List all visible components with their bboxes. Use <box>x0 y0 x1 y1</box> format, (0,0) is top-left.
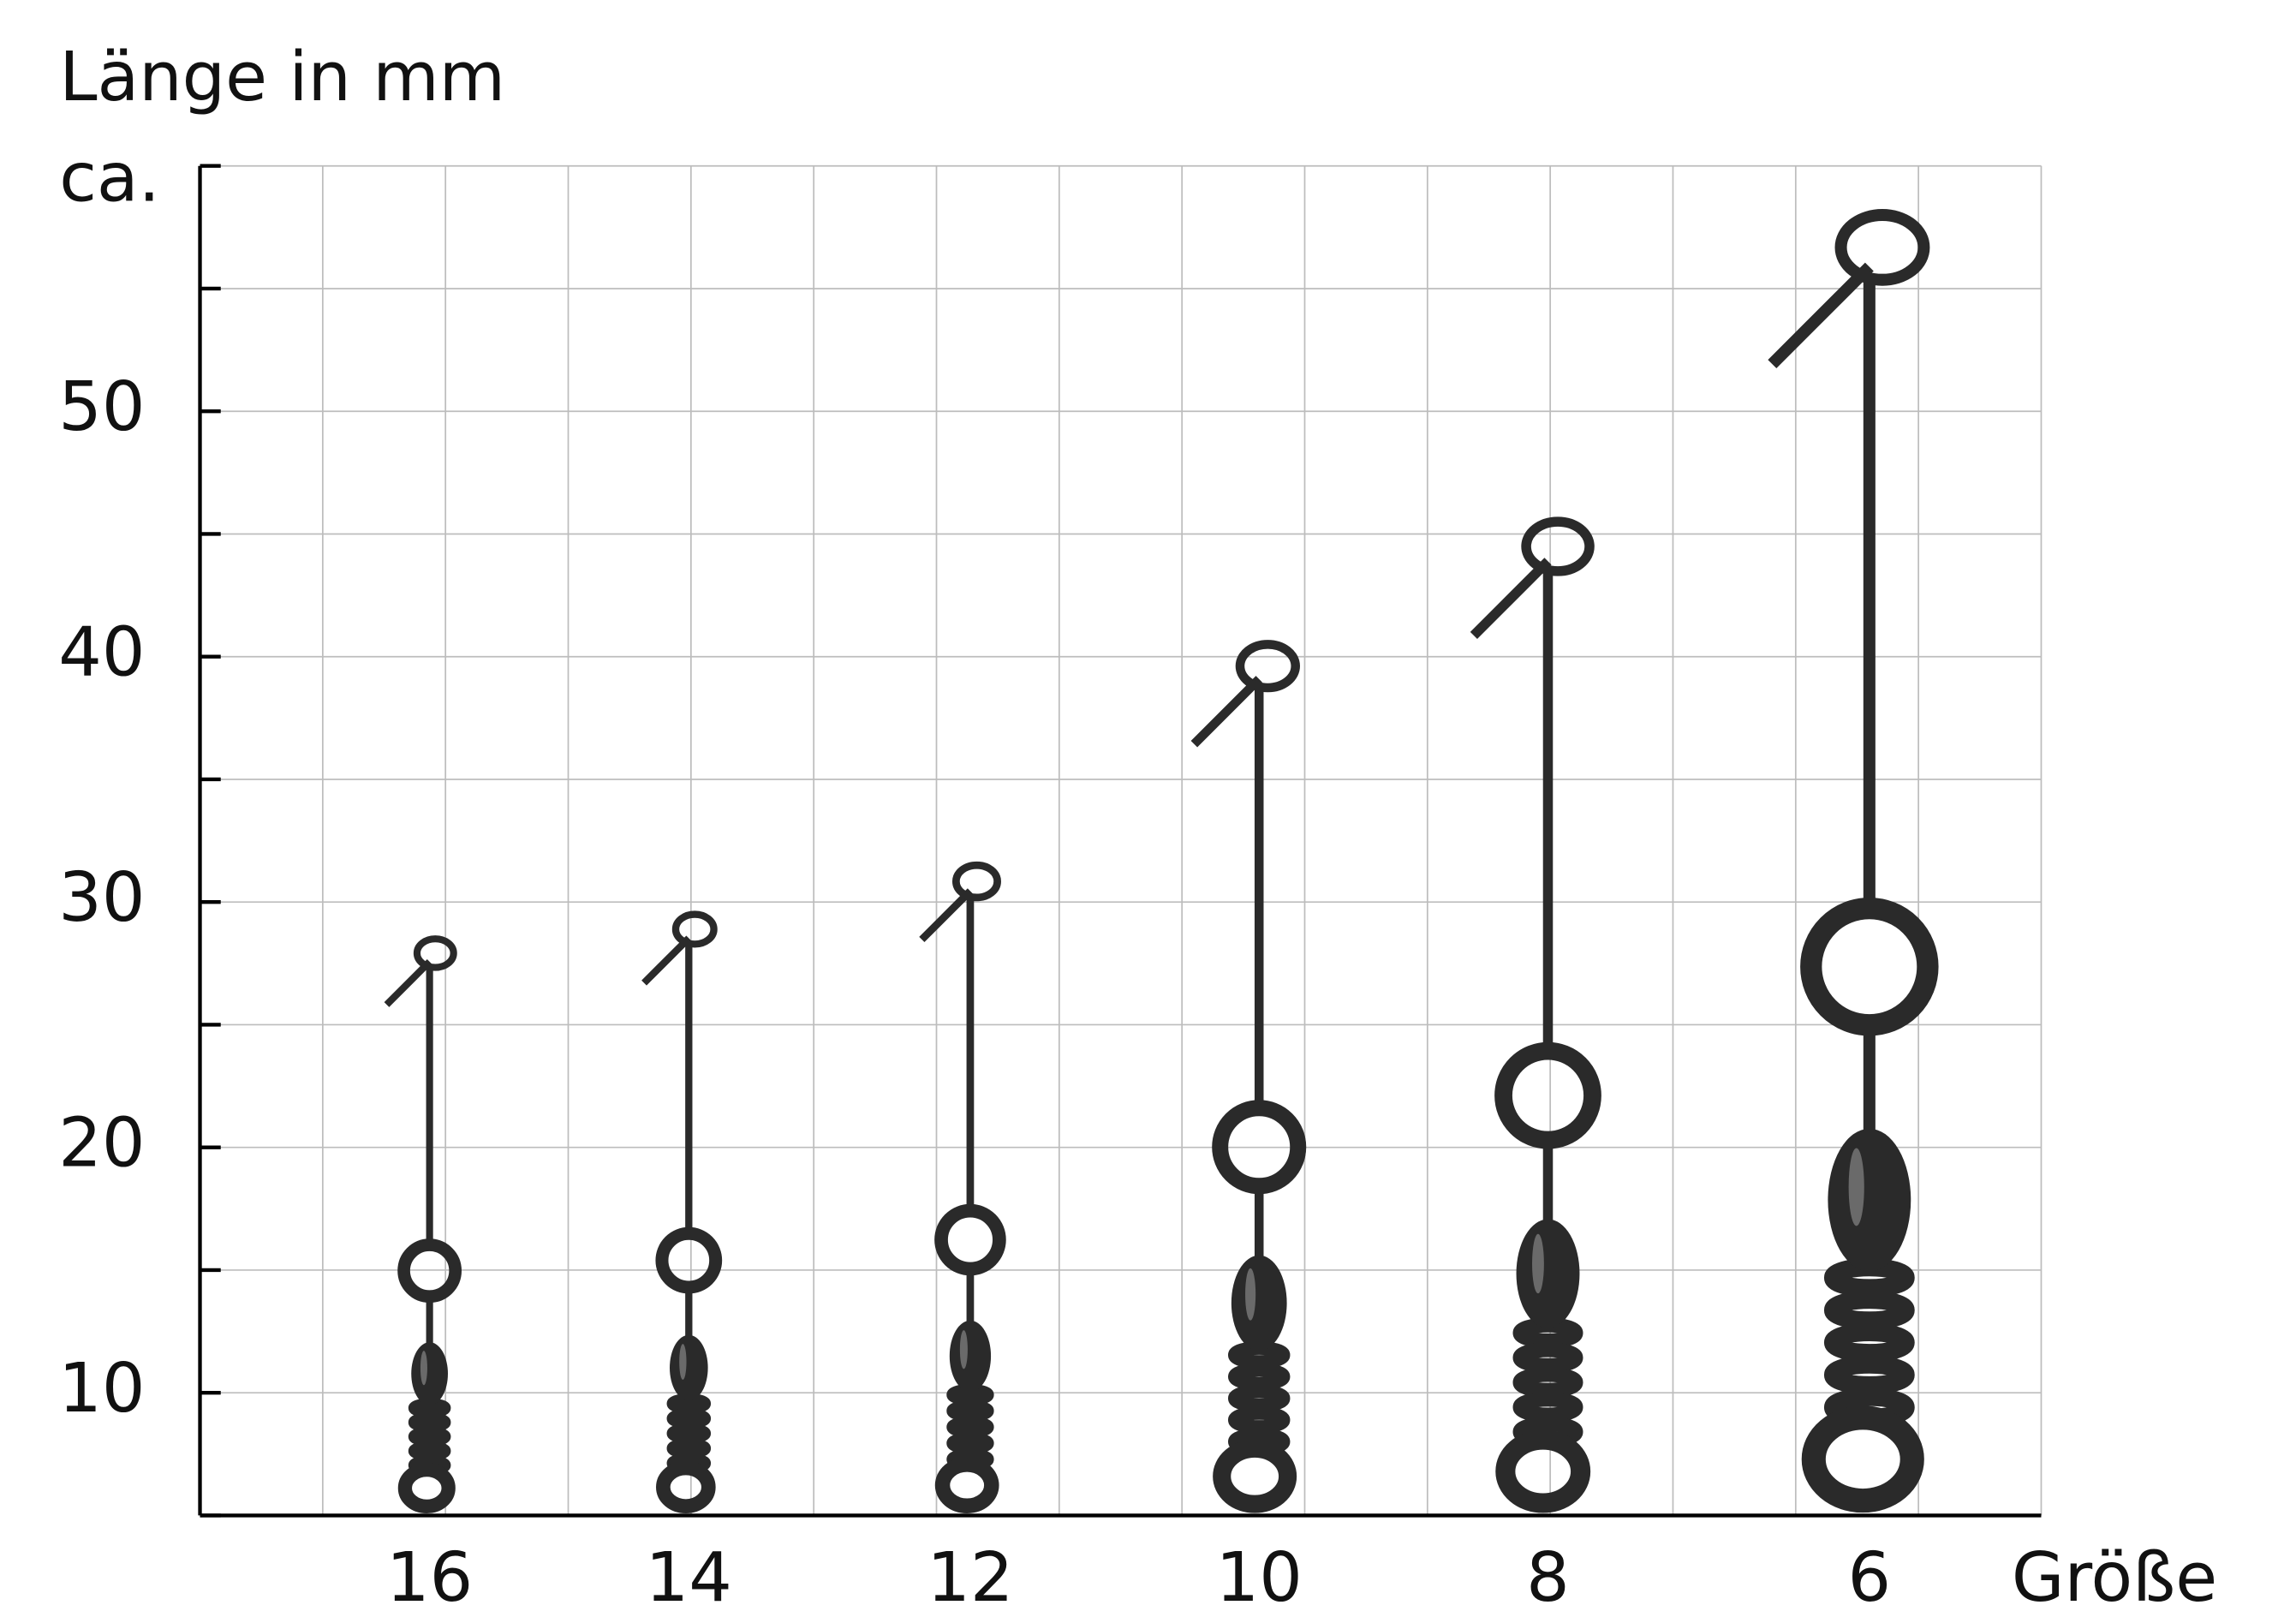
swivel <box>1190 640 1307 1513</box>
coil <box>666 1438 712 1459</box>
x-tick-label: 12 <box>927 1537 1013 1617</box>
y-axis-label: Länge in mm <box>59 37 505 116</box>
coil <box>1512 1392 1583 1423</box>
y-tick-label: 40 <box>58 612 145 692</box>
top-loop <box>951 861 1001 902</box>
x-tick-label: 10 <box>1216 1537 1303 1617</box>
top-loop <box>1235 640 1300 693</box>
bottom-eye <box>1495 1429 1591 1513</box>
barrel <box>670 1334 708 1401</box>
coil <box>946 1399 994 1422</box>
coil <box>666 1423 712 1444</box>
y-tick-label: 10 <box>58 1348 145 1428</box>
bottom-eye <box>656 1460 716 1514</box>
coil <box>1227 1384 1291 1412</box>
barrel-shine <box>959 1330 968 1369</box>
x-tick-label: 16 <box>386 1537 473 1617</box>
barrel <box>1516 1219 1580 1328</box>
coil <box>666 1408 712 1429</box>
top-loop <box>671 910 718 948</box>
bottom-eye <box>397 1463 456 1514</box>
barrel-shine <box>1245 1268 1256 1321</box>
coil <box>1823 1355 1915 1394</box>
wire-end <box>1190 676 1262 748</box>
y-tick-label: 20 <box>58 1103 145 1183</box>
swivel <box>1470 516 1601 1513</box>
x-tick-label: 8 <box>1526 1537 1570 1617</box>
bottom-eye <box>1801 1405 1924 1513</box>
swivel <box>919 861 1006 1513</box>
swivel <box>641 910 723 1514</box>
bottom-eye <box>934 1457 999 1513</box>
coil <box>408 1441 451 1461</box>
ring <box>934 1203 1006 1276</box>
ring <box>655 1226 723 1294</box>
wire-end <box>919 888 974 943</box>
x-tick-label: 6 <box>1848 1537 1892 1617</box>
coil <box>946 1432 994 1454</box>
ring <box>1494 1041 1601 1149</box>
y-tick-label: 50 <box>58 367 145 446</box>
barrel-shine <box>1848 1148 1864 1226</box>
barrel <box>1828 1128 1911 1272</box>
top-loop <box>1521 516 1595 576</box>
coil <box>1512 1367 1583 1398</box>
coil <box>1823 1291 1915 1330</box>
top-loop <box>413 935 457 971</box>
swivel <box>1768 208 1939 1513</box>
barrel-shine <box>1532 1233 1544 1294</box>
coil <box>1227 1405 1291 1434</box>
coil <box>408 1412 451 1433</box>
y-axis-label: ca. <box>59 138 160 218</box>
wire-end <box>641 935 692 986</box>
bottom-eye <box>1213 1439 1297 1513</box>
barrel-shine <box>420 1351 427 1386</box>
x-axis-label: Größe <box>2012 1537 2217 1617</box>
coil <box>1823 1322 1915 1363</box>
barrel <box>411 1342 448 1405</box>
coil <box>946 1416 994 1438</box>
coil <box>1227 1363 1291 1391</box>
wire-end <box>384 959 432 1007</box>
coil <box>1512 1342 1583 1374</box>
wire-end <box>1470 558 1552 640</box>
ring <box>1800 897 1939 1036</box>
barrel-shine <box>679 1344 687 1380</box>
barrel <box>1231 1255 1287 1352</box>
y-tick-label: 30 <box>58 857 145 937</box>
barrel <box>949 1320 992 1392</box>
swivel <box>384 935 462 1514</box>
coil <box>408 1426 451 1447</box>
top-loop <box>1834 208 1930 286</box>
x-tick-label: 14 <box>646 1537 732 1617</box>
wire-end <box>1768 262 1874 369</box>
